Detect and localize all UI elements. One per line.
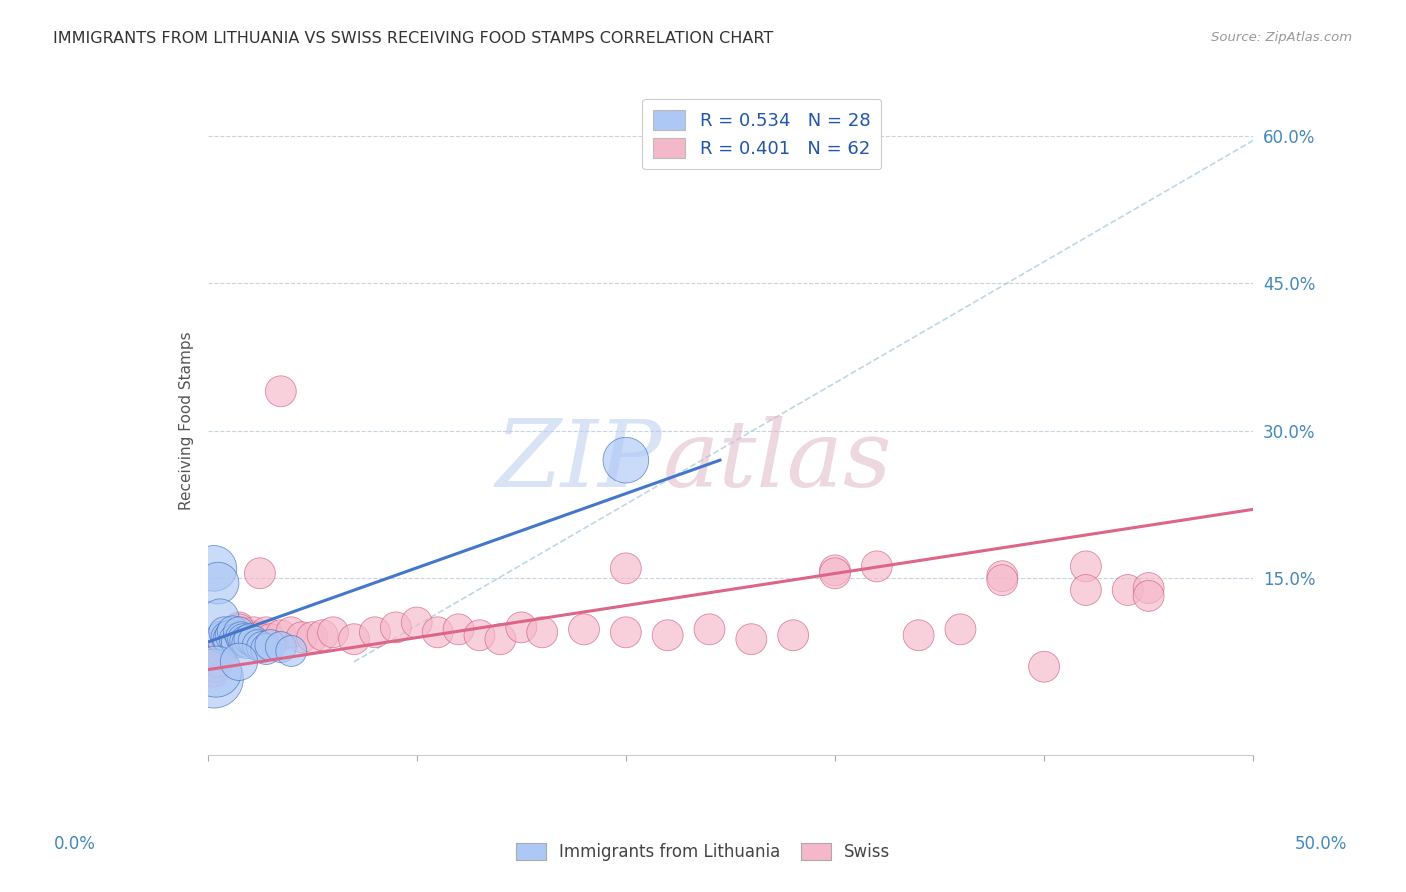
Point xyxy=(207,655,229,669)
Point xyxy=(229,630,252,644)
Point xyxy=(225,625,247,640)
Point xyxy=(211,630,233,644)
Point xyxy=(233,630,256,644)
Point xyxy=(214,625,236,640)
Point xyxy=(218,632,240,647)
Text: atlas: atlas xyxy=(662,416,891,506)
Legend: R = 0.534   N = 28, R = 0.401   N = 62: R = 0.534 N = 28, R = 0.401 N = 62 xyxy=(643,99,882,169)
Point xyxy=(699,623,721,637)
Y-axis label: Receiving Food Stamps: Receiving Food Stamps xyxy=(179,332,194,510)
Point xyxy=(224,628,246,642)
Point xyxy=(343,632,366,647)
Point xyxy=(510,620,533,634)
Point xyxy=(211,645,233,659)
Point xyxy=(222,624,245,639)
Point xyxy=(228,623,250,637)
Point xyxy=(249,566,271,581)
Point xyxy=(270,384,292,399)
Point xyxy=(246,630,269,644)
Point xyxy=(280,625,302,640)
Point xyxy=(246,638,269,652)
Point xyxy=(236,632,259,647)
Point xyxy=(215,630,238,644)
Point xyxy=(782,628,804,642)
Point xyxy=(824,563,846,577)
Point xyxy=(229,625,252,640)
Point xyxy=(280,644,302,658)
Point xyxy=(238,628,260,642)
Point xyxy=(242,634,264,648)
Point xyxy=(1074,559,1097,574)
Point xyxy=(228,625,250,640)
Point xyxy=(740,632,762,647)
Point xyxy=(991,569,1014,583)
Point xyxy=(270,640,292,654)
Point xyxy=(202,561,225,575)
Point xyxy=(202,672,225,686)
Point xyxy=(322,625,344,640)
Text: Source: ZipAtlas.com: Source: ZipAtlas.com xyxy=(1212,31,1353,45)
Point xyxy=(447,623,470,637)
Point xyxy=(824,566,846,581)
Point xyxy=(250,632,273,647)
Point xyxy=(228,620,250,634)
Point xyxy=(224,632,246,647)
Point xyxy=(311,628,333,642)
Point xyxy=(214,640,236,654)
Point xyxy=(222,630,245,644)
Point xyxy=(270,628,292,642)
Point xyxy=(614,561,637,575)
Legend: Immigrants from Lithuania, Swiss: Immigrants from Lithuania, Swiss xyxy=(509,836,897,868)
Point xyxy=(238,632,260,647)
Point xyxy=(209,648,232,662)
Point xyxy=(242,625,264,640)
Point xyxy=(614,625,637,640)
Point xyxy=(657,628,679,642)
Point xyxy=(218,635,240,649)
Text: 50.0%: 50.0% xyxy=(1295,835,1347,853)
Point xyxy=(468,628,491,642)
Point xyxy=(219,628,242,642)
Point xyxy=(291,630,314,644)
Point xyxy=(215,638,238,652)
Point xyxy=(254,625,277,640)
Point xyxy=(209,610,232,624)
Point xyxy=(225,635,247,649)
Point xyxy=(405,615,427,630)
Text: IMMIGRANTS FROM LITHUANIA VS SWISS RECEIVING FOOD STAMPS CORRELATION CHART: IMMIGRANTS FROM LITHUANIA VS SWISS RECEI… xyxy=(53,31,773,46)
Point xyxy=(572,623,595,637)
Point xyxy=(205,659,228,673)
Text: ZIP: ZIP xyxy=(496,416,662,506)
Point xyxy=(949,623,972,637)
Point xyxy=(1137,589,1160,603)
Point xyxy=(426,625,449,640)
Point xyxy=(1033,659,1056,673)
Point xyxy=(1137,581,1160,595)
Point xyxy=(1116,582,1139,597)
Point xyxy=(228,655,250,669)
Point xyxy=(233,634,256,648)
Point xyxy=(614,453,637,467)
Point xyxy=(991,573,1014,587)
Point xyxy=(301,630,323,644)
Point xyxy=(531,625,554,640)
Point xyxy=(385,620,408,634)
Point xyxy=(1074,582,1097,597)
Point xyxy=(236,636,259,650)
Point xyxy=(219,632,242,647)
Point xyxy=(205,665,228,679)
Point xyxy=(259,638,281,652)
Point xyxy=(254,642,277,657)
Point xyxy=(207,576,229,591)
Point xyxy=(250,640,273,654)
Point xyxy=(866,559,889,574)
Point xyxy=(232,632,254,647)
Point xyxy=(489,632,512,647)
Point xyxy=(259,632,281,647)
Point xyxy=(364,625,387,640)
Point xyxy=(232,628,254,642)
Point xyxy=(202,665,225,679)
Text: 0.0%: 0.0% xyxy=(53,835,96,853)
Point xyxy=(907,628,929,642)
